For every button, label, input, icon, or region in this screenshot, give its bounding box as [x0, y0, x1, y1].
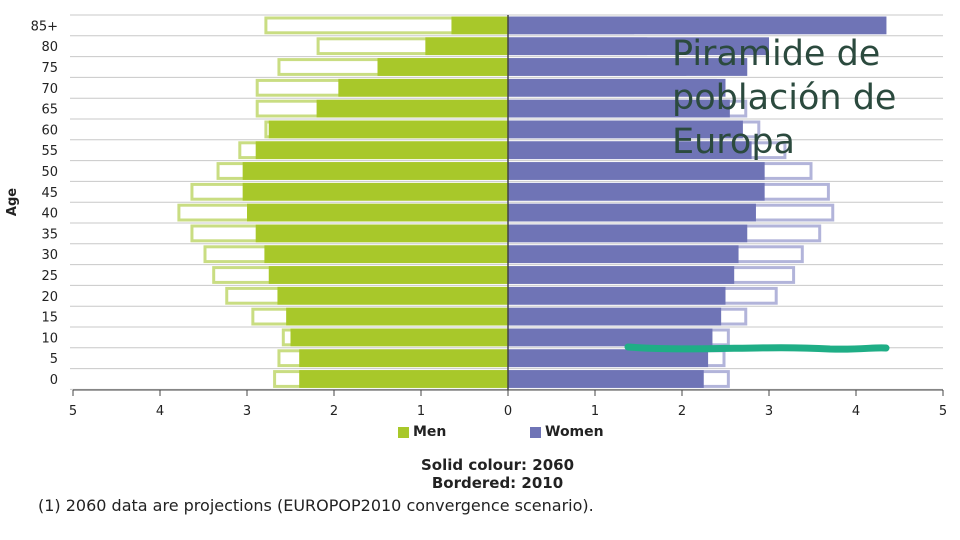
- y-tick-label: 75: [41, 61, 58, 76]
- women-2060-bar: [508, 162, 765, 180]
- y-tick-label: 35: [41, 227, 58, 242]
- x-tick-label: 4: [156, 404, 164, 419]
- y-axis-label: Age: [5, 188, 20, 216]
- y-tick-label: 80: [41, 40, 58, 55]
- x-tick-label: 1: [591, 404, 599, 419]
- x-tick-label: 0: [504, 404, 512, 419]
- y-tick-label: 30: [41, 248, 58, 263]
- y-tick-label: 40: [41, 207, 58, 222]
- women-2060-bar: [508, 203, 756, 222]
- page-title: Piramide de población de Europa: [672, 34, 897, 162]
- legend-women: Women: [530, 424, 604, 440]
- y-tick-label: 60: [41, 123, 58, 138]
- women-2060-bar: [508, 37, 769, 56]
- women-2060-bar: [508, 16, 887, 35]
- women-2060-bar: [508, 224, 748, 243]
- y-tick-label: 45: [41, 186, 58, 201]
- x-axis: 5 4 3 2 1 0 1 2 3 4 5: [69, 15, 947, 419]
- women-2060-bar: [508, 349, 709, 368]
- y-tick-label: 20: [41, 290, 58, 305]
- y-tick-labels: 0 5 10 15 20 25 30 35 40 45 50 55 60 65 70 75 80 85+: [31, 19, 58, 388]
- men-swatch-icon: [398, 426, 409, 438]
- women-2060-bar: [508, 120, 743, 139]
- men-2060-bar: [255, 141, 508, 160]
- women-2060-bar: [508, 286, 726, 305]
- y-tick-label: 50: [41, 165, 58, 180]
- x-tick-label: 3: [243, 404, 251, 419]
- women-2060-bar: [508, 266, 735, 284]
- women-2060-bar: [508, 78, 726, 97]
- men-2060-bar: [338, 78, 508, 97]
- y-tick-label: 65: [41, 103, 58, 118]
- bars: [177, 16, 887, 388]
- women-2060-bar: [508, 58, 748, 76]
- annotation-stroke: [624, 343, 890, 353]
- women-2060-bar: [508, 141, 752, 160]
- x-tick-label: 1: [417, 404, 425, 419]
- women-2060-bar: [508, 182, 765, 201]
- legend-note-bordered: Bordered: 2010: [431, 474, 564, 492]
- women-2060-bar: [508, 99, 730, 118]
- y-tick-label: 0: [50, 373, 58, 388]
- men-2060-bar: [242, 162, 508, 180]
- men-2060-bar: [286, 307, 508, 326]
- legend-women-label: Women: [545, 424, 604, 440]
- x-tick-label: 5: [69, 404, 77, 419]
- women-2060-bar: [508, 370, 704, 388]
- women-2060-bar: [508, 245, 739, 264]
- women-2060-bar: [508, 328, 713, 347]
- x-tick-label: 3: [765, 404, 773, 419]
- legend-men-label: Men: [413, 424, 447, 440]
- legend-note-solid: Solid colour: 2060: [420, 456, 575, 474]
- men-2060-bar: [255, 224, 508, 243]
- y-tick-label: 25: [41, 269, 58, 284]
- y-tick-label: 5: [50, 352, 58, 367]
- footnote: (1) 2060 data are projections (EUROPOP20…: [38, 496, 594, 515]
- men-2060-bar: [377, 58, 508, 76]
- x-tick-label: 5: [939, 404, 947, 419]
- men-2060-bar: [242, 182, 508, 201]
- women-swatch-icon: [530, 426, 541, 438]
- men-2060-bar: [451, 16, 508, 35]
- men-2060-bar: [277, 286, 508, 305]
- men-2060-bar: [425, 37, 508, 56]
- y-tick-label: 70: [41, 82, 58, 97]
- y-tick-label: 55: [41, 144, 58, 159]
- x-tick-label: 2: [330, 404, 338, 419]
- men-2060-bar: [247, 203, 508, 222]
- x-tick-label: 2: [678, 404, 686, 419]
- women-2060-bar: [508, 307, 722, 326]
- men-2060-bar: [316, 99, 508, 118]
- men-2060-bar: [299, 370, 508, 388]
- x-tick-label: 4: [852, 404, 860, 419]
- y-tick-label: 15: [41, 311, 58, 326]
- men-2060-bar: [264, 245, 508, 264]
- y-tick-label: 85+: [31, 19, 58, 34]
- gridlines: [70, 14, 943, 390]
- men-2060-bar: [299, 349, 508, 368]
- men-2060-bar: [268, 120, 508, 139]
- men-2060-bar: [268, 266, 508, 284]
- men-2060-bar: [290, 328, 508, 347]
- y-tick-label: 10: [41, 331, 58, 346]
- legend-men: Men: [398, 424, 446, 440]
